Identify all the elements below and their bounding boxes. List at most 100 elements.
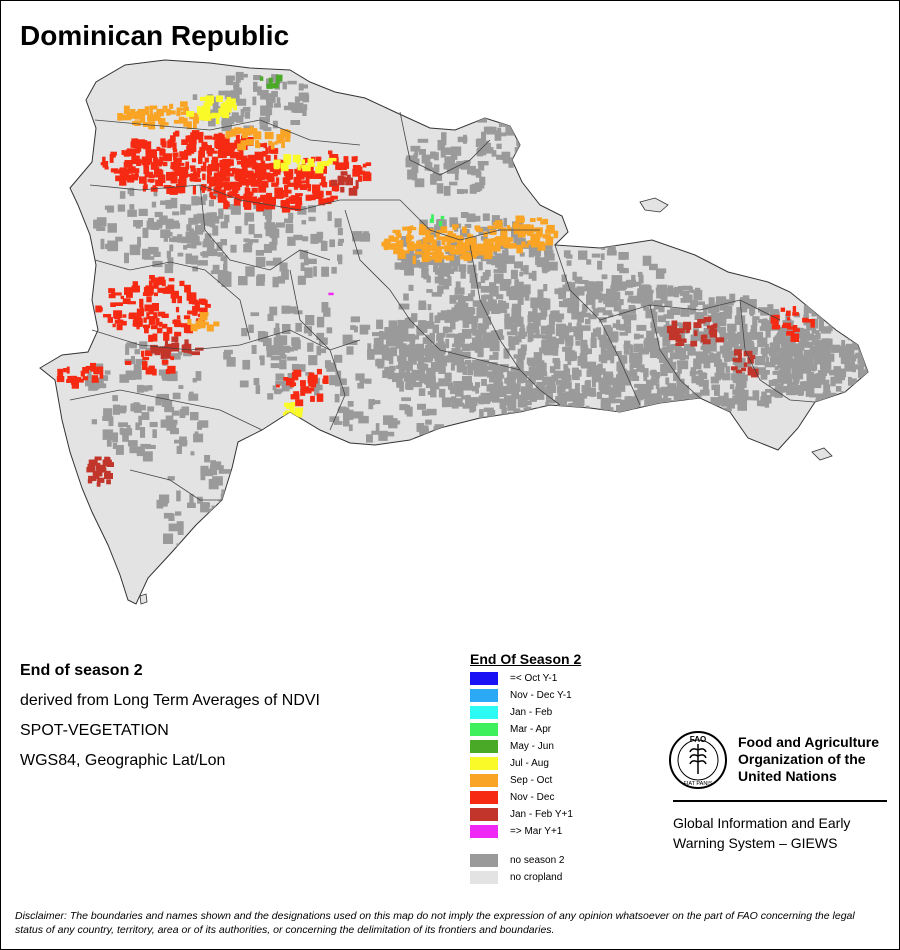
map-pixel: [240, 513, 248, 523]
legend-item: Sep - Oct: [470, 772, 630, 789]
map-pixel: [199, 112, 204, 117]
map-pixel: [300, 380, 306, 387]
map-pixel: [623, 319, 632, 325]
map-pixel: [75, 377, 82, 383]
map-pixel: [867, 333, 868, 338]
map-pixel: [150, 114, 157, 120]
map-pixel: [480, 226, 489, 232]
map-pixel: [666, 357, 673, 363]
legend-swatch: [470, 854, 498, 867]
map-pixel: [488, 410, 496, 417]
map-pixel: [675, 342, 685, 346]
map-pixel: [134, 370, 142, 380]
map-pixel: [435, 342, 444, 349]
map-pixel: [668, 365, 674, 374]
map-pixel: [275, 77, 280, 84]
map-pixel: [130, 109, 136, 114]
map-pixel: [742, 295, 750, 303]
map-pixel: [526, 357, 538, 365]
map-pixel: [521, 371, 532, 376]
map-pixel: [573, 326, 583, 337]
map-pixel: [216, 116, 220, 125]
map-pixel: [540, 221, 546, 225]
map-pixel: [770, 389, 777, 397]
map-pixel: [56, 376, 65, 383]
map-pixel: [433, 426, 440, 437]
map-pixel: [477, 243, 486, 253]
map-pixel: [523, 412, 530, 422]
map-pixel: [66, 366, 70, 374]
map-pixel: [608, 393, 616, 404]
map-pixel: [475, 228, 483, 232]
map-pixel: [733, 346, 740, 352]
map-pixel: [563, 366, 569, 376]
map-pixel: [259, 165, 264, 174]
map-pixel: [446, 355, 451, 360]
map-pixel: [230, 204, 241, 215]
map-pixel: [157, 289, 166, 293]
map-pixel: [208, 115, 216, 127]
map-pixel: [206, 248, 218, 257]
map-pixel: [732, 389, 738, 395]
map-pixel: [630, 409, 639, 416]
map-pixel: [464, 223, 472, 228]
map-pixel: [545, 253, 551, 261]
map-pixel: [430, 151, 436, 159]
map-pixel: [575, 334, 583, 341]
map-pixel: [211, 150, 218, 154]
map-pixel: [557, 392, 566, 397]
map-pixel: [727, 334, 735, 342]
map-pixel: [275, 332, 281, 341]
map-pixel: [337, 175, 344, 179]
map-pixel: [658, 405, 666, 410]
map-pixel: [315, 166, 324, 174]
map-pixel: [220, 103, 228, 110]
map-pixel: [108, 288, 113, 294]
map-pixel: [705, 355, 716, 363]
map-pixel: [757, 337, 768, 348]
map-pixel: [346, 174, 351, 181]
map-pixel: [427, 376, 436, 387]
map-pixel: [150, 344, 158, 350]
map-pixel: [855, 335, 860, 340]
map-pixel: [112, 442, 118, 449]
map-pixel: [192, 171, 200, 177]
map-pixel: [837, 369, 843, 378]
map-pixel: [631, 274, 636, 283]
map-pixel: [147, 178, 155, 183]
map-pixel: [269, 306, 278, 316]
map-pixel: [437, 139, 445, 151]
map-pixel: [600, 253, 605, 260]
map-pixel: [296, 167, 303, 175]
map-pixel: [494, 391, 500, 401]
map-pixel: [716, 351, 721, 362]
map-pixel: [217, 171, 222, 175]
map-pixel: [421, 267, 429, 278]
map-pixel: [160, 393, 170, 402]
map-pixel: [122, 114, 132, 121]
map-pixel: [537, 289, 544, 300]
map-pixel: [386, 347, 392, 353]
map-pixel: [367, 435, 372, 441]
map-pixel: [606, 250, 617, 256]
legend-item: Jan - Feb: [470, 704, 630, 721]
map-pixel: [124, 287, 133, 295]
map-pixel: [463, 160, 471, 164]
map-pixel: [620, 399, 625, 409]
map-pixel: [425, 334, 431, 340]
map-pixel: [510, 269, 518, 280]
map-pixel: [194, 431, 199, 443]
map-pixel: [434, 354, 441, 362]
map-pixel: [493, 273, 504, 284]
map-pixel: [508, 336, 512, 347]
map-pixel: [536, 258, 546, 268]
map-pixel: [204, 455, 211, 463]
map-pixel: [781, 324, 791, 329]
map-pixel: [237, 169, 246, 175]
map-pixel: [690, 395, 698, 405]
map-pixel: [308, 355, 318, 366]
map-pixel: [531, 270, 537, 281]
map-pixel: [269, 228, 280, 238]
map-pixel: [483, 147, 494, 154]
map-pixel: [175, 306, 180, 313]
